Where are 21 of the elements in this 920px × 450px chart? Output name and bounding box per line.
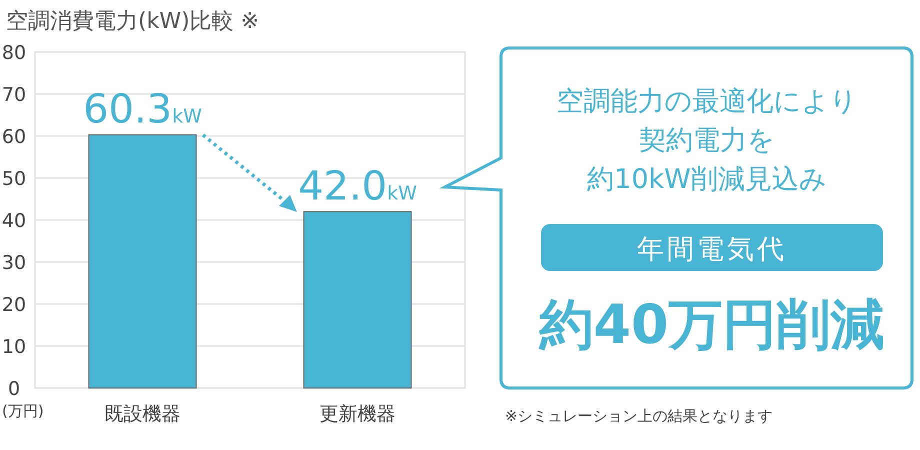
- text: 空調能力の最適化により: [556, 86, 858, 117]
- y-tick-label: 30: [2, 252, 26, 274]
- y-tick-label: 50: [2, 168, 26, 190]
- text: 契約電力を: [639, 125, 775, 156]
- y-tick-label: 40: [2, 210, 26, 232]
- x-tick-label: 更新機器: [320, 403, 396, 425]
- text: ※シミュレーション上の結果となります: [505, 407, 773, 425]
- x-tick-label: 既設機器: [104, 403, 180, 425]
- y-tick-label: 80: [2, 42, 26, 64]
- y-tick-label: 70: [2, 84, 26, 106]
- y-tick-label: 0: [8, 378, 20, 400]
- y-tick-label: 60: [2, 126, 26, 148]
- text: 約10kW削減見込み: [587, 164, 827, 195]
- text: 年間電気代: [637, 234, 787, 265]
- y-tick-label: 20: [2, 294, 26, 316]
- data-label: 42.0kW: [298, 164, 418, 210]
- chart-title: 空調消費電力(kW)比較 ※: [6, 9, 260, 34]
- text: 約40万円削減: [538, 293, 885, 356]
- data-label: 60.3kW: [83, 86, 202, 133]
- y-axis-title: (万円): [2, 402, 44, 420]
- y-tick-label: 10: [2, 336, 26, 358]
